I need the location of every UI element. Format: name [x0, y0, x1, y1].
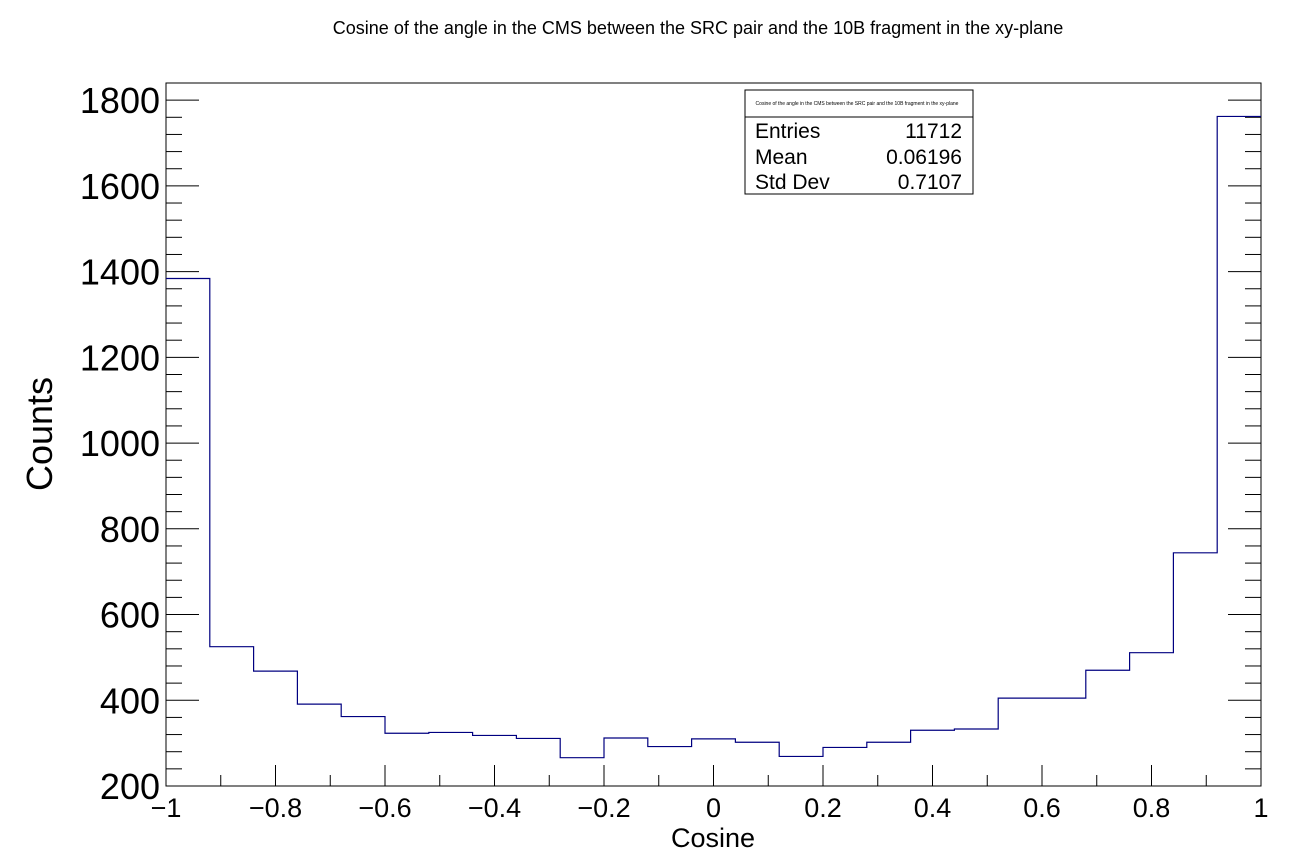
y-tick-label: 1000 — [80, 423, 160, 464]
x-tick-label: −1 — [151, 793, 182, 823]
histogram-bin — [254, 671, 298, 786]
x-tick-label: −0.2 — [577, 793, 630, 823]
stats-box-title: Cosine of the angle in the CMS between t… — [756, 101, 959, 107]
x-tick-label: −0.8 — [249, 793, 302, 823]
x-tick-label: 0.2 — [804, 793, 842, 823]
histogram-bin — [648, 747, 692, 786]
histogram-bin — [735, 742, 779, 786]
histogram-bin — [1217, 116, 1261, 786]
x-tick-label: 1 — [1253, 793, 1268, 823]
x-axis-title: Cosine — [671, 823, 755, 853]
x-tick-label: 0 — [706, 793, 721, 823]
stats-box-frame — [744, 89, 974, 195]
histogram-series-line — [166, 115, 1261, 759]
y-tick-label: 1400 — [80, 252, 160, 293]
histogram-bin — [1130, 653, 1174, 786]
histogram-bin — [297, 704, 341, 786]
histogram-bin — [779, 756, 823, 786]
histogram-bin — [867, 742, 911, 786]
histogram-bin — [998, 698, 1042, 786]
histogram-bin — [604, 738, 648, 786]
y-tick-label: 400 — [100, 680, 160, 721]
stats-entries-value: 11712 — [905, 120, 962, 143]
stats-box: Cosine of the angle in the CMS between t… — [744, 89, 974, 195]
histogram-bin — [516, 738, 560, 786]
x-tick-label: 0.4 — [914, 793, 952, 823]
histogram-bin — [210, 647, 254, 786]
stats-entries-label: Entries — [755, 120, 820, 143]
histogram-bin — [385, 733, 429, 786]
x-tick-label: −0.6 — [358, 793, 411, 823]
x-tick-label: −0.4 — [468, 793, 521, 823]
y-axis-title: Counts — [19, 377, 60, 491]
histogram-bin — [473, 735, 517, 786]
histogram-bin — [823, 747, 867, 786]
stats-mean-label: Mean — [755, 146, 808, 169]
histogram-bin — [1173, 553, 1217, 786]
histogram-bins — [166, 116, 1261, 786]
histogram-bin — [911, 730, 955, 786]
x-tick-label: 0.8 — [1133, 793, 1171, 823]
y-tick-label: 1600 — [80, 166, 160, 207]
y-tick-label: 800 — [100, 509, 160, 550]
histogram-bin — [1086, 670, 1130, 786]
stats-stddev-value: 0.7107 — [898, 171, 962, 194]
y-tick-label: 1200 — [80, 337, 160, 378]
histogram-bin — [429, 732, 473, 786]
histogram-bin — [560, 758, 604, 786]
histogram-bin — [954, 729, 998, 786]
y-tick-label: 1800 — [80, 80, 160, 121]
histogram-bin — [692, 739, 736, 786]
y-tick-label: 200 — [100, 766, 160, 807]
chart-title: Cosine of the angle in the CMS between t… — [333, 18, 1063, 38]
histogram-bin — [1042, 698, 1086, 786]
stats-mean-value: 0.06196 — [886, 146, 962, 169]
x-axis: −1 −0.8 −0.6 −0.4 −0.2 0 0.2 0.4 0.6 0.8 1 — [151, 765, 1269, 823]
x-tick-label: 0.6 — [1023, 793, 1061, 823]
histogram-bin — [341, 717, 385, 786]
stats-stddev-label: Std Dev — [755, 171, 830, 194]
histogram-bin — [166, 278, 210, 786]
y-axis: 200 400 600 800 1000 1200 1400 1600 1800 — [80, 80, 1261, 807]
y-tick-label: 600 — [100, 595, 160, 636]
